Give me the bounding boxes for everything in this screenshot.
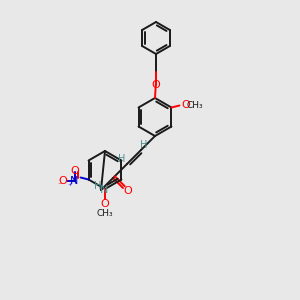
Text: H: H — [140, 140, 148, 150]
Text: CH₃: CH₃ — [186, 101, 203, 110]
Text: N: N — [100, 185, 108, 195]
Text: O: O — [100, 199, 109, 209]
Text: H: H — [94, 181, 102, 191]
Text: N: N — [70, 176, 79, 185]
Text: ⁻: ⁻ — [57, 181, 62, 190]
Text: O: O — [152, 80, 160, 90]
Text: O: O — [181, 100, 190, 110]
Text: O: O — [58, 176, 67, 185]
Text: O: O — [70, 167, 79, 176]
Text: CH₃: CH₃ — [97, 208, 113, 217]
Text: ⁺: ⁺ — [67, 182, 72, 191]
Text: O: O — [124, 186, 132, 196]
Text: H: H — [118, 154, 126, 164]
